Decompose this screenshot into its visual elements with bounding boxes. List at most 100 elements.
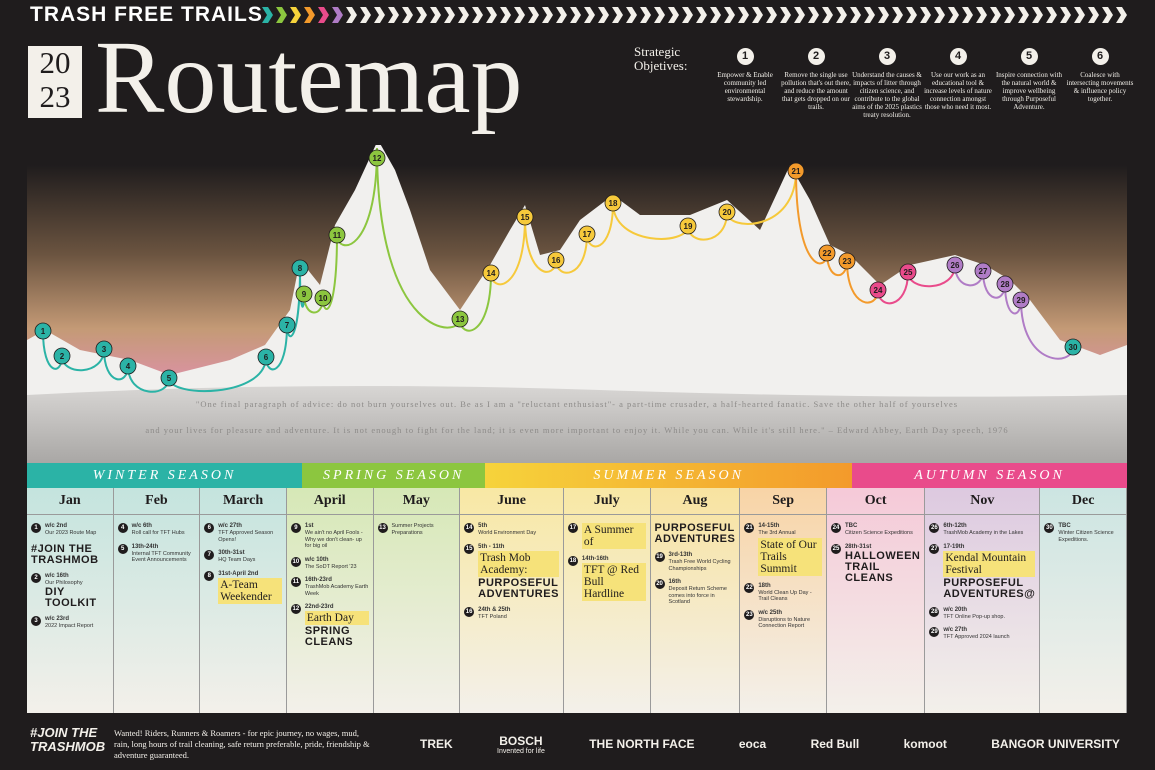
event-number: 13 [377,523,388,533]
marker [787,162,805,180]
event-text: Our 2023 Route Map [45,530,97,536]
chevron [318,7,329,23]
chevron [962,7,973,23]
event-text: TFT Poland [478,613,507,620]
marker [34,322,52,340]
objective-text: Remove the single use pollution that's o… [781,71,851,111]
partner-name: BOSCH [499,733,543,748]
event-date: 1st [304,523,314,529]
event-feature: PURPOSEFUL ADVENTURES [478,576,559,600]
chevron [1004,7,1015,23]
month-column: Feb 4 w/c 6th Roll call for TFT Hubs 5 13th-2… [113,488,201,713]
chevron [402,7,413,23]
event-date: w/c 16th [45,572,69,579]
event: 22 18th World Clean Up Day - Trail Cleans [744,582,822,603]
months: Jan 1 w/c 2nd Our 2023 Route Map #JOIN THE T… [27,488,1127,713]
event-body: w/c 2nd Our 2023 Route Map [45,523,96,537]
month-column: Dec 30 TBC Winter Citizen Science Expeditio… [1040,488,1127,713]
event-date: w/c 6th [131,523,152,529]
event-body: 24th & 25th TFT Poland [478,607,510,621]
event-date: w/c 27th [218,523,242,529]
partner-name: eoca [738,737,767,751]
event: 1 w/c 2nd Our 2023 Route Map [31,523,109,537]
month-column: May 13 Summer Projects Preparations [373,488,461,713]
event-body: 16th-23rd TrashMob Academy Earth Week [305,577,369,597]
event-number: 22 [744,582,755,593]
marker-number: 7 [285,321,290,330]
event: 19 3rd-13th Trash Free World Cycling Champ… [654,552,736,572]
event-number: 6 [204,523,215,533]
event-body: 17-19th Kendal Mountain Festival PURPOSEFU… [943,544,1036,600]
event-date: w/c 27th [943,627,968,633]
event-text: Internal TFT Community Event Announcemen… [131,550,191,564]
season-label: WINTER SEASON [27,463,302,488]
event-highlight: Trash Mob Academy: [478,550,559,577]
chevron [1116,7,1127,23]
event-number: 30 [1044,523,1055,533]
event-date: TBC [1058,523,1071,529]
objective-text: Use our work as an educational tool & in… [924,71,992,111]
event: 21 14-15th The 3rd Annual State of Our Trai… [744,523,822,576]
chevron [878,7,889,23]
event-number: 19 [654,552,665,562]
events: 9 1st We ain't no April Fools - Why we don… [287,515,373,652]
event-date: 24th & 25th [478,606,511,613]
marker-number: 9 [302,290,307,299]
event-number: 4 [117,523,128,533]
month-column: Oct 24 TBC Citizen Science Expeditions 25 28t… [826,488,926,713]
chevron [584,7,595,23]
chevron [388,7,399,23]
chevron [472,7,483,23]
month-column: Aug PURPOSEFUL ADVENTURES 19 3rd-13th Trash … [650,488,741,713]
event-body: 31st-April 2nd A-Team Weekender [218,571,282,604]
event-feature: PURPOSEFUL ADVENTURES [654,522,736,545]
event-body: 3rd-13th Trash Free World Cycling Champio… [669,552,736,572]
marker-number: 14 [487,269,496,278]
event-number: 14 [464,523,475,533]
chevron [374,7,385,23]
chevron [906,7,917,23]
event: 4 w/c 6th Roll call for TFT Hubs [117,523,196,537]
chevron [332,7,343,23]
event-number: 9 [290,523,301,533]
event-date: 18th [758,582,771,589]
event-text: HQ Team Days [218,557,256,563]
chevron [598,7,609,23]
marker [160,369,178,387]
event-text: Disruptions to Nature Connection Report [758,616,811,630]
event: 8 31st-April 2nd A-Team Weekender [204,570,282,604]
marker-number: 26 [951,261,960,270]
marker-number: 19 [684,222,693,231]
event: 17 A Summer of [567,523,646,549]
event-date: 16th-23rd [304,577,332,583]
month-name: Sep [740,488,826,515]
chevron [416,7,427,23]
events: 6 w/c 27th TFT Approved Season Opens! 7 30th… [200,515,286,608]
chevron [948,7,959,23]
chevron [570,7,581,23]
marker [295,285,313,303]
marker [974,262,992,280]
marker-number: 22 [823,249,832,258]
event: 12 22nd-23rd Earth Day SPRING CLEANS [290,604,369,648]
event-date: 30th-31st [218,550,245,556]
partner: THE NORTH FACE [589,737,694,751]
event-text: Winter Citizen Science Expeditions. [1058,530,1114,543]
event-body: 5th World Environment Day [478,523,536,537]
objective: 1 Empower & Enable community led environm… [710,46,780,103]
marker-number: 25 [904,268,913,277]
event-text: Citizen Science Expeditions [844,530,913,536]
events: 13 Summer Projects Preparations [374,515,460,540]
month-name: May [373,488,460,515]
marker [278,316,296,334]
marker [869,281,887,299]
event: 29 w/c 27th TFT Approved 2024 launch [929,627,1035,641]
partner: BOSCH Invented for life [497,734,545,755]
marker [818,244,836,262]
event-text: Roll call for TFT Hubs [131,530,185,536]
event: 23 w/c 25th Disruptions to Nature Connecti… [744,609,822,630]
event-text: TFT Approved Season Opens! [218,530,274,543]
partner: eoca [739,737,766,751]
event-body: Summer Projects Preparations [392,523,456,536]
